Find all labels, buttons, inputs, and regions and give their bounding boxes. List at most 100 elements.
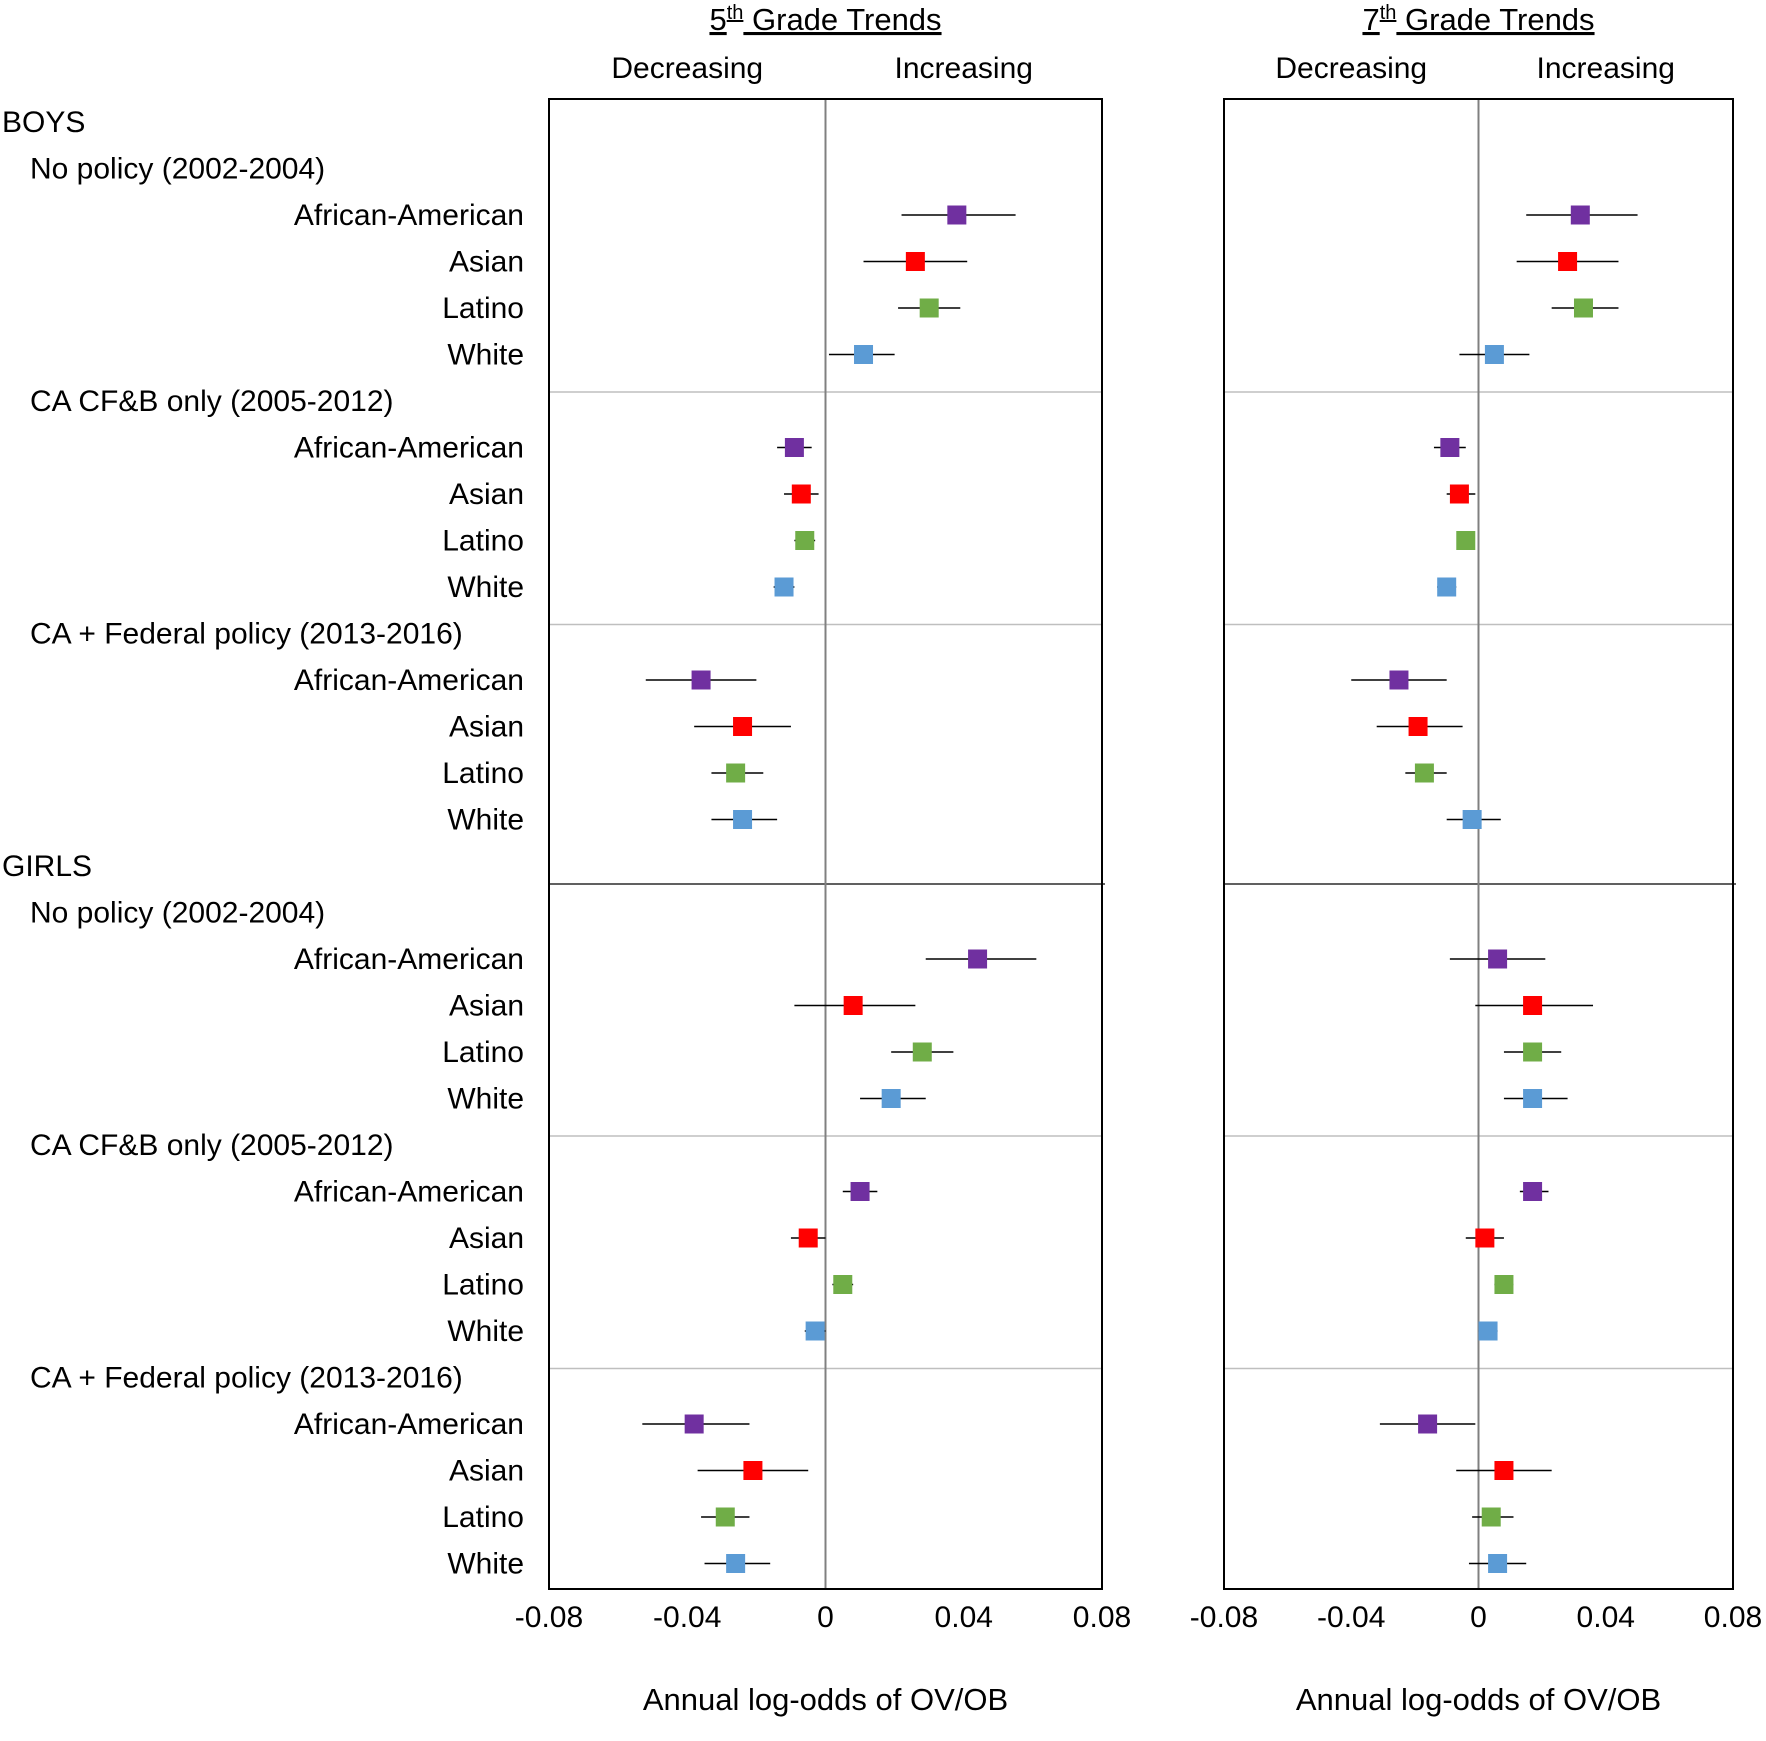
direction-label-decreasing: Decreasing	[611, 52, 763, 85]
estimate-marker-asian	[1494, 1461, 1514, 1480]
row-label-group-latino: Latino	[442, 292, 524, 325]
row-label-group-latino: Latino	[442, 524, 524, 557]
estimate-marker-latino	[919, 298, 939, 318]
estimate-marker-asian	[1558, 252, 1578, 271]
row-label-period-ca-cf-b-only-2005-2012: CA CF&B only (2005-2012)	[30, 1129, 394, 1162]
x-tick-label: 0.08	[1073, 1601, 1131, 1634]
estimate-marker-asian	[1449, 484, 1469, 504]
row-label-period-no-policy-2002-2004: No policy (2002-2004)	[30, 896, 325, 929]
estimate-marker-african-american	[1523, 1182, 1543, 1201]
x-tick-label: 0.04	[1577, 1601, 1635, 1634]
estimate-marker-white	[726, 1554, 746, 1573]
row-label-group-white: White	[447, 338, 524, 371]
row-label-group-african-american: African-American	[294, 943, 524, 976]
estimate-marker-white	[1462, 810, 1482, 829]
row-label-group-african-american: African-American	[294, 199, 524, 232]
direction-label-increasing: Increasing	[895, 52, 1033, 85]
x-axis-label: Annual log-odds of OV/OB	[643, 1682, 1008, 1717]
row-label-group-asian: Asian	[449, 710, 524, 743]
row-label-section-boys: BOYS	[2, 106, 85, 139]
row-label-group-african-american: African-American	[294, 664, 524, 697]
estimate-marker-latino	[1456, 531, 1476, 550]
estimate-marker-white	[733, 810, 753, 829]
x-tick-label: 0	[1470, 1601, 1487, 1634]
estimate-marker-latino	[912, 1042, 932, 1062]
plot-frame	[1223, 98, 1734, 1590]
x-axis-label: Annual log-odds of OV/OB	[1296, 1682, 1661, 1717]
estimate-marker-african-american	[850, 1182, 870, 1201]
estimate-marker-asian	[1475, 1228, 1495, 1248]
x-tick-label: -0.08	[1190, 1601, 1258, 1634]
row-label-period-ca-cf-b-only-2005-2012: CA CF&B only (2005-2012)	[30, 385, 394, 418]
estimate-marker-asian	[743, 1461, 763, 1480]
row-label-period-ca-federal-policy-2013-2016: CA + Federal policy (2013-2016)	[30, 1361, 463, 1394]
estimate-marker-white	[805, 1321, 825, 1341]
row-label-group-white: White	[447, 571, 524, 604]
estimate-marker-latino	[1481, 1507, 1501, 1527]
estimate-marker-african-american	[1440, 438, 1460, 457]
estimate-marker-latino	[715, 1507, 735, 1527]
row-label-group-white: White	[447, 1315, 524, 1348]
estimate-marker-white	[881, 1089, 901, 1108]
estimate-marker-african-american	[968, 949, 988, 969]
estimate-marker-white	[1484, 345, 1504, 364]
chart-title: 5th Grade Trends	[709, 2, 941, 37]
estimate-marker-african-american	[947, 205, 967, 225]
estimate-marker-asian	[791, 484, 811, 504]
title-grade-number: 5	[709, 2, 726, 37]
estimate-marker-white	[1523, 1089, 1543, 1108]
row-label-group-african-american: African-American	[294, 431, 524, 464]
row-label-group-african-american: African-American	[294, 1408, 524, 1441]
estimate-marker-latino	[726, 763, 746, 783]
panel-5th-grade: 5th Grade Trends Decreasing Increasing -0.0…	[515, 2, 1131, 1717]
estimate-marker-latino	[833, 1275, 853, 1294]
estimate-marker-asian	[1408, 717, 1428, 736]
row-label-group-white: White	[447, 1082, 524, 1115]
row-label-group-asian: Asian	[449, 1222, 524, 1255]
row-label-section-girls: GIRLS	[2, 850, 92, 883]
row-label-group-latino: Latino	[442, 1268, 524, 1301]
row-label-group-latino: Latino	[442, 757, 524, 790]
row-label-group-latino: Latino	[442, 1501, 524, 1534]
row-label-group-asian: Asian	[449, 478, 524, 511]
title-rest: Grade Trends	[1396, 2, 1594, 37]
estimate-marker-african-american	[691, 670, 711, 690]
row-labels: BOYS No policy (2002-2004) African-America…	[2, 106, 524, 1581]
x-tick-label: 0	[817, 1601, 834, 1634]
row-label-group-asian: Asian	[449, 245, 524, 278]
row-label-group-white: White	[447, 803, 524, 836]
x-tick-label: -0.04	[653, 1601, 721, 1634]
estimate-marker-asian	[798, 1228, 818, 1248]
row-label-group-asian: Asian	[449, 989, 524, 1022]
estimate-marker-white	[1488, 1554, 1508, 1573]
estimate-marker-asian	[733, 717, 753, 736]
title-rest: Grade Trends	[743, 2, 941, 37]
estimate-marker-african-american	[784, 438, 804, 457]
plot-frame	[548, 98, 1103, 1590]
x-tick-label: 0.08	[1704, 1601, 1762, 1634]
estimate-marker-latino	[795, 531, 815, 550]
estimate-marker-white	[854, 345, 874, 364]
panel-7th-grade: 7th Grade Trends Decreasing Increasing -0.0…	[1190, 2, 1762, 1717]
x-tick-label: -0.04	[1317, 1601, 1385, 1634]
row-label-group-white: White	[447, 1547, 524, 1580]
estimate-marker-latino	[1523, 1042, 1543, 1062]
row-label-period-no-policy-2002-2004: No policy (2002-2004)	[30, 152, 325, 185]
estimate-marker-african-american	[1488, 949, 1508, 969]
direction-label-increasing: Increasing	[1537, 52, 1675, 85]
chart-title: 7th Grade Trends	[1362, 2, 1594, 37]
row-label-group-asian: Asian	[449, 1454, 524, 1487]
estimate-marker-white	[1437, 577, 1457, 597]
estimate-marker-latino	[1494, 1275, 1514, 1294]
estimate-marker-asian	[1523, 996, 1543, 1015]
title-grade-number: 7	[1362, 2, 1379, 37]
estimate-marker-asian	[843, 996, 863, 1015]
estimate-marker-white	[774, 577, 794, 597]
estimate-marker-latino	[1414, 763, 1434, 783]
direction-label-decreasing: Decreasing	[1275, 52, 1427, 85]
estimate-marker-african-american	[1418, 1414, 1438, 1434]
title-superscript: th	[727, 2, 744, 24]
estimate-marker-latino	[1573, 298, 1593, 318]
x-tick-label: 0.04	[935, 1601, 993, 1634]
